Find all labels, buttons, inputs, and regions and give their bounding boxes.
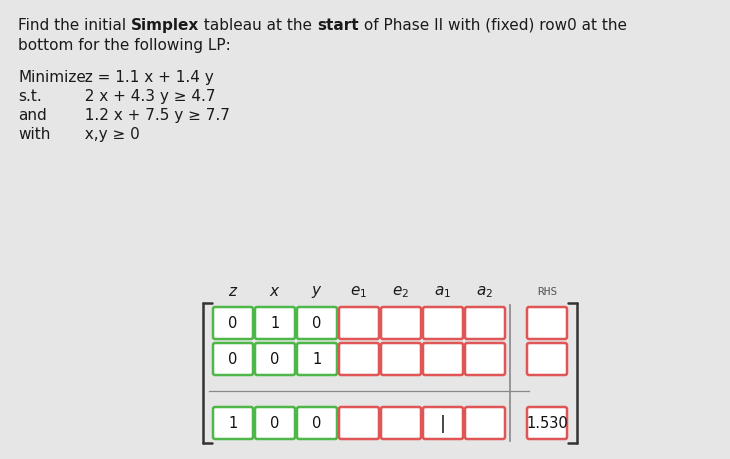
Text: 0: 0 — [312, 316, 322, 331]
Text: $z$: $z$ — [228, 285, 238, 298]
Text: Minimize: Minimize — [18, 70, 86, 85]
Text: with: with — [18, 127, 50, 142]
FancyBboxPatch shape — [381, 343, 421, 375]
FancyBboxPatch shape — [297, 407, 337, 439]
Text: Find the initial: Find the initial — [18, 18, 131, 33]
Text: 1.530: 1.530 — [526, 415, 568, 431]
FancyBboxPatch shape — [465, 407, 505, 439]
FancyBboxPatch shape — [423, 308, 463, 339]
FancyBboxPatch shape — [339, 308, 379, 339]
FancyBboxPatch shape — [255, 343, 295, 375]
Text: 1: 1 — [270, 316, 280, 331]
FancyBboxPatch shape — [423, 343, 463, 375]
Text: $e_2$: $e_2$ — [393, 284, 410, 299]
FancyBboxPatch shape — [213, 407, 253, 439]
Text: $x$: $x$ — [269, 285, 281, 298]
Text: 1.2 x + 7.5 y ≥ 7.7: 1.2 x + 7.5 y ≥ 7.7 — [75, 108, 230, 123]
Text: |: | — [440, 414, 446, 432]
FancyBboxPatch shape — [381, 308, 421, 339]
Text: z = 1.1 x + 1.4 y: z = 1.1 x + 1.4 y — [75, 70, 214, 85]
Text: and: and — [18, 108, 47, 123]
FancyBboxPatch shape — [527, 407, 567, 439]
FancyBboxPatch shape — [465, 343, 505, 375]
FancyBboxPatch shape — [213, 343, 253, 375]
FancyBboxPatch shape — [527, 308, 567, 339]
Text: RHS: RHS — [537, 286, 557, 297]
Text: bottom for the following LP:: bottom for the following LP: — [18, 38, 231, 53]
Text: s.t.: s.t. — [18, 89, 42, 104]
Text: 1: 1 — [312, 352, 322, 367]
FancyBboxPatch shape — [465, 308, 505, 339]
Text: $a_2$: $a_2$ — [477, 284, 493, 299]
FancyBboxPatch shape — [255, 407, 295, 439]
FancyBboxPatch shape — [213, 308, 253, 339]
FancyBboxPatch shape — [423, 407, 463, 439]
Text: 0: 0 — [312, 415, 322, 431]
FancyBboxPatch shape — [339, 343, 379, 375]
Text: tableau at the: tableau at the — [199, 18, 317, 33]
Text: 0: 0 — [228, 316, 238, 331]
Text: 0: 0 — [228, 352, 238, 367]
Text: 0: 0 — [270, 415, 280, 431]
Text: 0: 0 — [270, 352, 280, 367]
Text: x,y ≥ 0: x,y ≥ 0 — [75, 127, 139, 142]
Text: 1: 1 — [228, 415, 238, 431]
FancyBboxPatch shape — [527, 343, 567, 375]
Text: 2 x + 4.3 y ≥ 4.7: 2 x + 4.3 y ≥ 4.7 — [75, 89, 215, 104]
Text: $a_1$: $a_1$ — [434, 284, 452, 299]
FancyBboxPatch shape — [255, 308, 295, 339]
FancyBboxPatch shape — [381, 407, 421, 439]
Text: start: start — [317, 18, 358, 33]
Text: $y$: $y$ — [311, 283, 323, 299]
Text: of Phase II with (fixed) row0 at the: of Phase II with (fixed) row0 at the — [358, 18, 627, 33]
FancyBboxPatch shape — [297, 308, 337, 339]
Text: $e_1$: $e_1$ — [350, 284, 367, 299]
Text: Simplex: Simplex — [131, 18, 199, 33]
FancyBboxPatch shape — [339, 407, 379, 439]
FancyBboxPatch shape — [297, 343, 337, 375]
